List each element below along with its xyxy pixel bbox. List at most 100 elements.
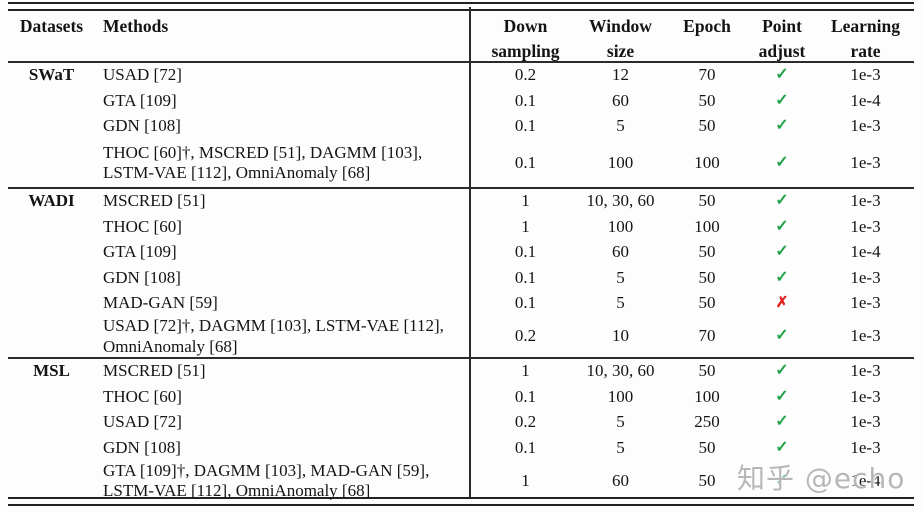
check-icon: ✓ xyxy=(775,362,789,380)
epoch-cell: 50 xyxy=(698,242,716,262)
table-row: GDN [108] 0.1 5 50 ✓ 1e-3 xyxy=(8,435,914,461)
epoch-cell: 70 xyxy=(698,326,716,346)
epoch-cell: 100 xyxy=(694,152,720,172)
window-size-cell: 5 xyxy=(616,116,625,136)
methods-cell: THOC [60]†, MSCRED [51], DAGMM [103], LS… xyxy=(103,142,423,183)
learning-rate-cell: 1e-3 xyxy=(850,361,881,381)
epoch-cell: 50 xyxy=(698,116,716,136)
epoch-cell: 100 xyxy=(694,216,720,236)
down-sampling-cell: 1 xyxy=(521,471,530,491)
learning-rate-cell: 1e-3 xyxy=(850,386,881,406)
learning-rate-cell: 1e-3 xyxy=(850,116,881,136)
learning-rate-cell: 1e-3 xyxy=(850,267,881,287)
down-sampling-cell: 0.1 xyxy=(514,152,537,172)
epoch-cell: 50 xyxy=(698,361,716,381)
window-size-cell: 100 xyxy=(607,152,634,172)
down-sampling-cell: 0.1 xyxy=(514,90,537,110)
learning-rate-cell: 1e-4 xyxy=(850,242,881,262)
header-datasets: Datasets xyxy=(19,16,84,36)
down-sampling-cell: 0.1 xyxy=(514,242,537,262)
check-icon: ✓ xyxy=(775,153,789,171)
window-size-cell: 5 xyxy=(616,267,625,287)
methods-cell: THOC [60] xyxy=(103,216,182,236)
table-row: GTA [109] 0.1 60 50 ✓ 1e-4 xyxy=(8,240,914,266)
window-size-cell: 100 xyxy=(607,386,634,406)
check-icon: ✓ xyxy=(775,327,789,345)
epoch-cell: 70 xyxy=(698,65,716,85)
check-icon: ✓ xyxy=(775,387,789,405)
header-learning-rate: Learning rate xyxy=(830,16,901,61)
check-icon: ✓ xyxy=(775,91,789,109)
epoch-cell: 50 xyxy=(698,267,716,287)
bottom-rule-outer xyxy=(8,503,914,506)
bottom-rule-inner xyxy=(8,496,914,499)
table-row: MSL MSCRED [51] 1 10, 30, 60 50 ✓ 1e-3 xyxy=(8,359,914,385)
learning-rate-cell: 1e-3 xyxy=(850,191,881,211)
window-size-cell: 100 xyxy=(607,216,634,236)
methods-cell: THOC [60] xyxy=(103,386,182,406)
section-wadi: WADI MSCRED [51] 1 10, 30, 60 50 ✓ 1e-3 … xyxy=(8,189,914,358)
column-divider-line xyxy=(469,7,471,497)
check-icon: ✓ xyxy=(775,217,789,235)
table-row: USAD [72] 0.2 5 250 ✓ 1e-3 xyxy=(8,410,914,436)
down-sampling-cell: 0.2 xyxy=(514,65,537,85)
epoch-cell: 50 xyxy=(698,437,716,457)
down-sampling-cell: 0.2 xyxy=(514,326,537,346)
table-row: GDN [108] 0.1 5 50 ✓ 1e-3 xyxy=(8,114,914,140)
down-sampling-cell: 1 xyxy=(521,361,530,381)
window-size-cell: 5 xyxy=(616,437,625,457)
down-sampling-cell: 0.1 xyxy=(514,386,537,406)
down-sampling-cell: 0.1 xyxy=(514,293,537,313)
down-sampling-cell: 0.2 xyxy=(514,412,537,432)
learning-rate-cell: 1e-3 xyxy=(850,216,881,236)
epoch-cell: 250 xyxy=(694,412,720,432)
top-rule-inner xyxy=(8,9,914,11)
header-methods: Methods xyxy=(103,16,169,36)
learning-rate-cell: 1e-3 xyxy=(850,65,881,85)
table-row: GTA [109]†, DAGMM [103], MAD-GAN [59], L… xyxy=(8,461,914,501)
check-icon: ✓ xyxy=(775,268,789,286)
dataset-label: WADI xyxy=(28,191,75,211)
methods-cell: GTA [109] xyxy=(103,90,177,110)
header-point-adjust: Point adjust xyxy=(758,16,806,61)
top-rule-outer xyxy=(8,2,914,4)
header-epoch: Epoch xyxy=(683,16,731,36)
table-row: THOC [60]†, MSCRED [51], DAGMM [103], LS… xyxy=(8,139,914,187)
table-row: MAD-GAN [59] 0.1 5 50 ✗ 1e-3 xyxy=(8,291,914,317)
check-icon: ✓ xyxy=(775,243,789,261)
zhihu-watermark: 知乎 @echo xyxy=(737,462,906,495)
down-sampling-cell: 0.1 xyxy=(514,116,537,136)
learning-rate-cell: 1e-4 xyxy=(850,471,881,491)
epoch-cell: 50 xyxy=(698,90,716,110)
methods-cell: GTA [109] xyxy=(103,242,177,262)
window-size-cell: 10 xyxy=(612,326,629,346)
window-size-cell: 60 xyxy=(612,90,629,110)
methods-cell: GDN [108] xyxy=(103,267,181,287)
dataset-label: SWaT xyxy=(28,65,75,85)
down-sampling-cell: 1 xyxy=(521,191,530,211)
check-icon: ✓ xyxy=(775,117,789,135)
section-msl: MSL MSCRED [51] 1 10, 30, 60 50 ✓ 1e-3 T… xyxy=(8,359,914,501)
header-down-sampling: Down sampling xyxy=(491,16,560,61)
table-row: THOC [60] 1 100 100 ✓ 1e-3 xyxy=(8,214,914,240)
methods-cell: USAD [72]†, DAGMM [103], LSTM-VAE [112],… xyxy=(103,316,444,356)
methods-cell: USAD [72] xyxy=(103,65,182,85)
window-size-cell: 60 xyxy=(612,242,629,262)
table-row: THOC [60] 0.1 100 100 ✓ 1e-3 xyxy=(8,384,914,410)
methods-cell: USAD [72] xyxy=(103,412,182,432)
methods-cell: MSCRED [51] xyxy=(103,361,206,381)
table-row: GDN [108] 0.1 5 50 ✓ 1e-3 xyxy=(8,265,914,291)
window-size-cell: 12 xyxy=(612,65,629,85)
window-size-cell: 60 xyxy=(612,471,629,491)
cross-icon: ✗ xyxy=(775,295,789,312)
section-divider-rule xyxy=(8,357,914,359)
methods-cell: MAD-GAN [59] xyxy=(103,293,218,313)
learning-rate-cell: 1e-3 xyxy=(850,326,881,346)
epoch-cell: 50 xyxy=(698,293,716,313)
methods-cell: GTA [109]†, DAGMM [103], MAD-GAN [59], L… xyxy=(103,460,430,501)
window-size-cell: 10, 30, 60 xyxy=(586,191,655,211)
check-icon: ✓ xyxy=(775,66,789,84)
down-sampling-cell: 1 xyxy=(521,216,530,236)
epoch-cell: 100 xyxy=(694,386,720,406)
